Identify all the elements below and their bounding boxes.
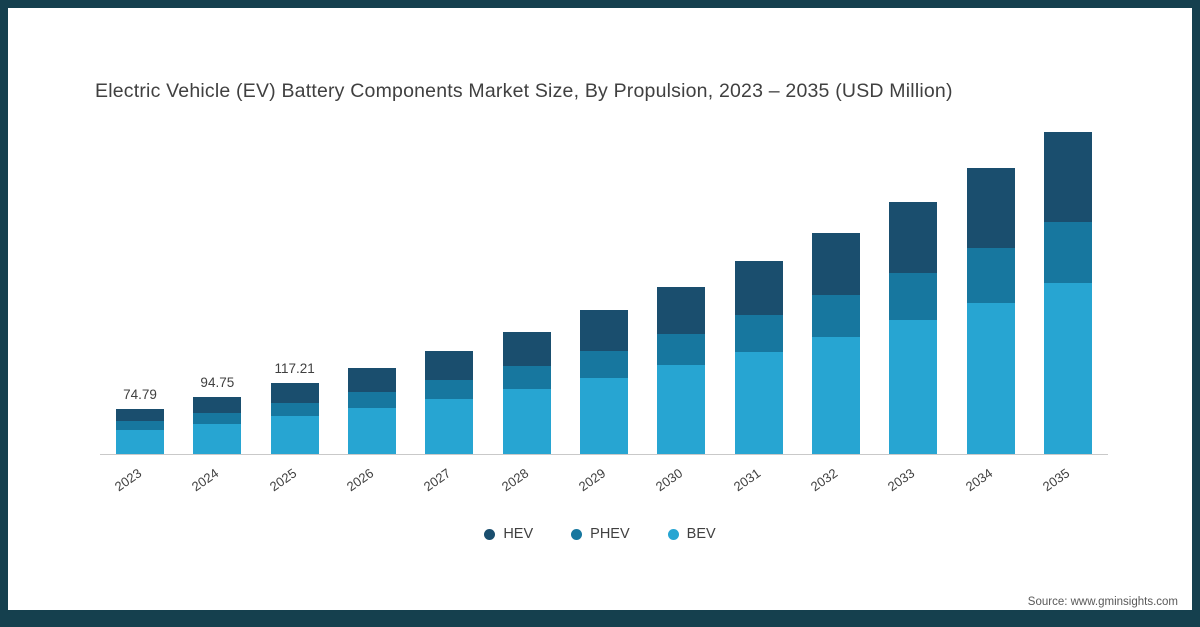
bar-total-label-2023: 74.79	[123, 386, 157, 402]
x-axis-label-2035: 2035	[978, 463, 1072, 494]
source-attribution: Source: www.gminsights.com	[1027, 596, 1178, 608]
legend-item-hev: HEV	[484, 526, 533, 542]
bar-segment-phev-2024	[193, 412, 242, 424]
bar-total-label-2024: 94.75	[200, 374, 235, 390]
bar-segment-hev-2033	[889, 201, 938, 273]
bar-column-2023: 74.79 2023	[112, 116, 164, 494]
bar-segment-phev-2025	[270, 402, 319, 417]
bar-segment-phev-2023	[116, 421, 164, 430]
bar-segment-phev-2031	[734, 315, 783, 352]
bar-segment-hev-2024	[193, 396, 242, 413]
stacked-bar-chart: 74.79 2023 94.75 2024 117.21 2025 2026 2027 2028…	[100, 116, 1108, 494]
bar-segment-hev-2035	[1043, 131, 1092, 223]
bar-column-2026: 2026	[344, 116, 396, 494]
bar-segment-bev-2035	[1043, 283, 1092, 454]
stacked-bar-2031	[734, 261, 783, 454]
bar-total-label-2025: 117.21	[274, 361, 315, 376]
bar-segment-phev-2033	[889, 272, 938, 321]
bar-segment-phev-2035	[1043, 222, 1092, 284]
legend-label-hev: HEV	[503, 526, 534, 542]
stacked-bar-2032	[811, 232, 860, 454]
bar-column-2024: 94.75 2024	[189, 116, 242, 494]
bar-segment-hev-2025	[270, 383, 319, 403]
legend-item-phev: PHEV	[571, 526, 630, 542]
bar-column-2032: 2032	[808, 116, 860, 494]
bar-segment-bev-2029	[579, 377, 628, 454]
bar-segment-bev-2026	[347, 408, 396, 454]
legend-marker-phev-icon	[571, 528, 583, 540]
stacked-bar-2029	[579, 310, 628, 454]
bar-column-2031: 2031	[731, 116, 783, 494]
bar-segment-hev-2027	[425, 350, 474, 380]
bar-column-2028: 2028	[499, 116, 551, 494]
bar-segment-bev-2030	[657, 365, 706, 454]
chart-legend: HEV PHEV BEV	[8, 526, 1192, 542]
bar-segment-phev-2027	[425, 379, 474, 400]
stacked-bar-2035	[1043, 131, 1092, 454]
bar-segment-hev-2032	[811, 232, 860, 295]
bar-column-2025: 117.21 2025	[267, 116, 319, 494]
bar-segment-bev-2023	[116, 430, 164, 454]
bars-container: 74.79 2023 94.75 2024 117.21 2025 2026 2027 2028…	[100, 116, 1108, 494]
bar-column-2029: 2029	[576, 116, 628, 494]
bar-column-2034: 2034	[963, 116, 1015, 494]
chart-title: Electric Vehicle (EV) Battery Components…	[95, 80, 953, 102]
bar-segment-bev-2033	[889, 320, 938, 454]
legend-marker-bev-icon	[667, 528, 679, 540]
bar-segment-phev-2029	[579, 350, 628, 378]
bar-segment-bev-2034	[966, 302, 1015, 454]
bar-column-2027: 2027	[421, 116, 474, 494]
bar-column-2033: 2033	[885, 116, 938, 494]
bar-segment-hev-2028	[502, 331, 551, 366]
bar-segment-hev-2030	[657, 286, 706, 334]
legend-label-phev: PHEV	[590, 526, 630, 542]
bar-segment-bev-2031	[734, 351, 783, 454]
x-axis-label-text: 2035	[1039, 465, 1073, 495]
bar-segment-bev-2025	[270, 416, 319, 454]
stacked-bar-2027	[425, 350, 474, 454]
bar-segment-bev-2028	[502, 389, 551, 454]
bar-segment-bev-2024	[193, 423, 242, 454]
stacked-bar-2028	[502, 331, 551, 454]
legend-item-bev: BEV	[667, 526, 716, 542]
bar-segment-hev-2023	[116, 408, 164, 422]
bar-column-2035: 2035	[1040, 116, 1092, 494]
bar-segment-hev-2029	[579, 310, 628, 351]
legend-marker-hev-icon	[484, 528, 496, 540]
bar-segment-hev-2034	[966, 168, 1015, 249]
stacked-bar-2034	[966, 168, 1015, 454]
bar-segment-phev-2032	[811, 294, 860, 337]
bar-segment-phev-2034	[966, 248, 1015, 303]
bar-segment-phev-2028	[502, 365, 551, 390]
bar-segment-hev-2031	[734, 261, 783, 316]
bar-segment-bev-2027	[425, 399, 474, 454]
stacked-bar-2033	[889, 201, 938, 454]
stacked-bar-2025	[270, 383, 319, 454]
stacked-bar-2023	[116, 408, 164, 454]
legend-label-bev: BEV	[686, 526, 716, 542]
bar-segment-phev-2026	[347, 391, 396, 409]
stacked-bar-2024	[193, 396, 242, 454]
bar-segment-phev-2030	[657, 333, 706, 366]
stacked-bar-2030	[657, 286, 706, 454]
bar-segment-bev-2032	[811, 336, 860, 454]
bar-column-2030: 2030	[653, 116, 706, 494]
stacked-bar-2026	[347, 367, 396, 454]
bar-segment-hev-2026	[347, 367, 396, 392]
